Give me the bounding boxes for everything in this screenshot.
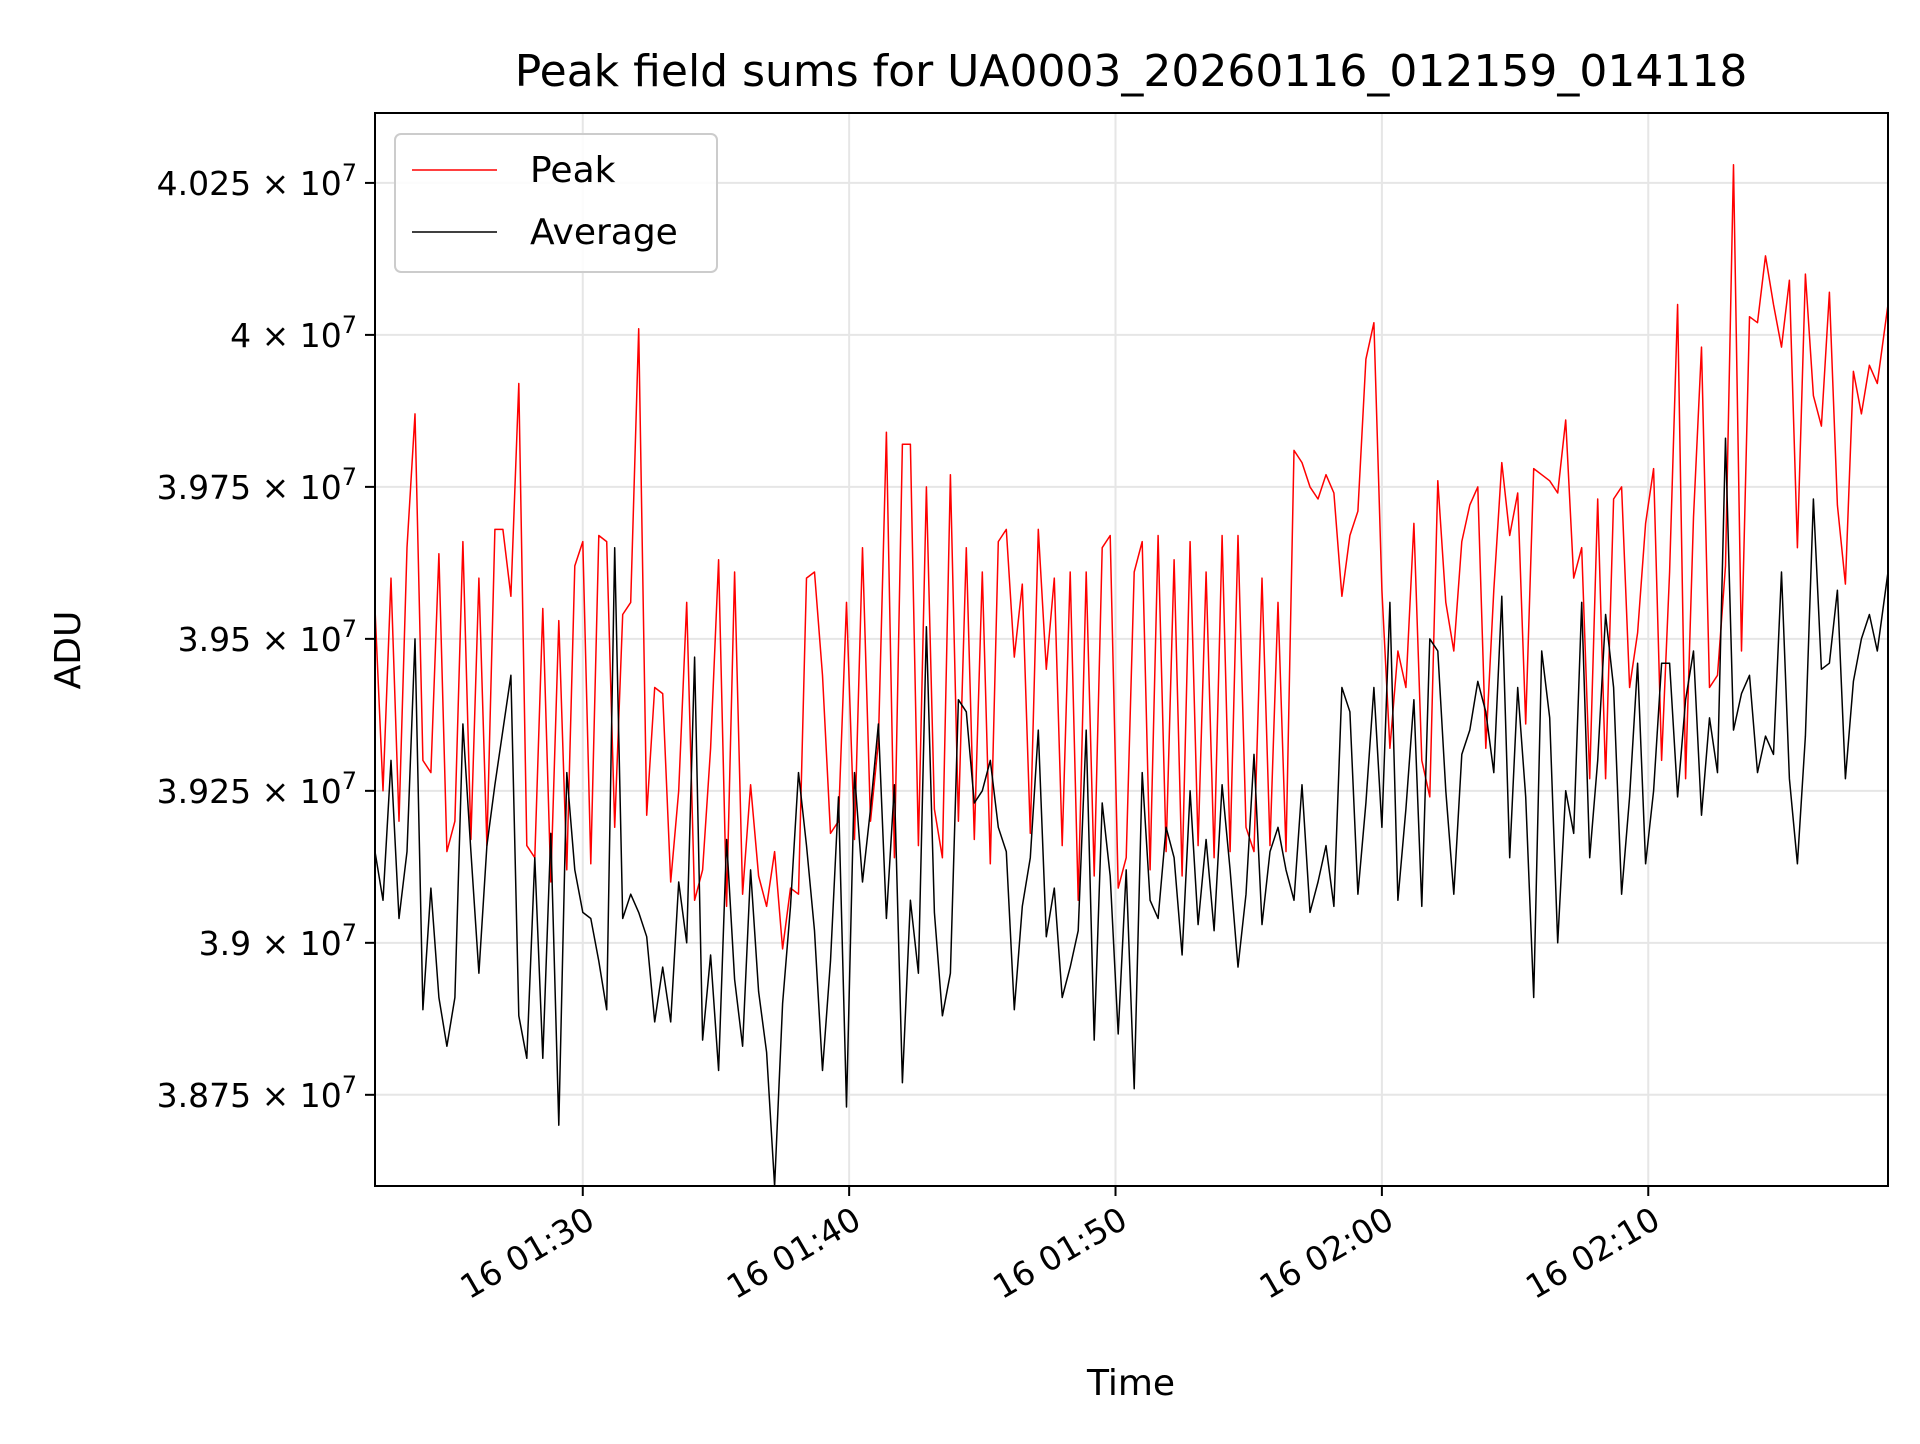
y-tick-label: 4.025 × 107 xyxy=(157,159,357,203)
y-axis-label: ADU xyxy=(48,611,89,690)
chart-area: 3.875 × 107 3.9 × 107 3.925 × 107 3.95 × 10… xyxy=(0,0,1920,1440)
legend-label-average: Average xyxy=(530,212,678,253)
y-tick-label: 3.975 × 107 xyxy=(157,463,357,507)
y-tick-label: 4 × 107 xyxy=(230,311,357,355)
y-tick-label: 3.9 × 107 xyxy=(199,919,357,963)
legend-label-peak: Peak xyxy=(530,150,616,191)
y-tick-label: 3.925 × 107 xyxy=(157,767,357,811)
legend: Peak Average xyxy=(395,134,717,272)
x-axis-label: Time xyxy=(1086,1363,1175,1404)
y-tick-label: 3.875 × 107 xyxy=(157,1071,357,1115)
line-chart: 3.875 × 107 3.9 × 107 3.925 × 107 3.95 × 10… xyxy=(0,0,1920,1440)
chart-title: Peak field sums for UA0003_20260116_0121… xyxy=(515,46,1748,97)
y-tick-label: 3.95 × 107 xyxy=(178,615,357,659)
